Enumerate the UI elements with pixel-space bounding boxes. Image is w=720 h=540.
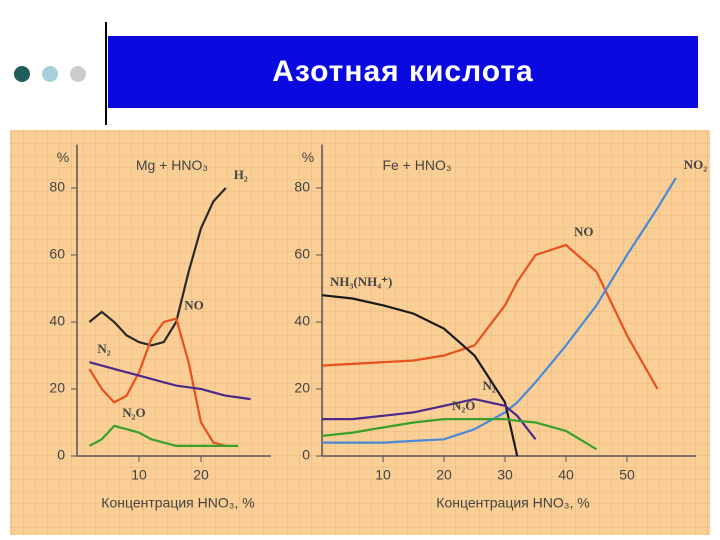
y-axis-label: % bbox=[57, 149, 69, 165]
y-tick-label: 20 bbox=[49, 380, 65, 396]
series-label: N₂O bbox=[122, 405, 145, 420]
dot bbox=[42, 66, 58, 82]
series-line bbox=[321, 418, 598, 451]
y-tick-label: 0 bbox=[57, 447, 65, 463]
y-tick-label: 60 bbox=[49, 246, 65, 262]
series-label: NO bbox=[184, 298, 204, 313]
x-tick-label: 30 bbox=[497, 467, 513, 483]
y-tick-label: 40 bbox=[294, 313, 310, 329]
y-tick-label: 40 bbox=[49, 313, 65, 329]
series-line bbox=[322, 397, 537, 440]
x-tick-label: 50 bbox=[619, 467, 635, 483]
series-label: N₂ bbox=[483, 378, 496, 393]
y-tick-label: 80 bbox=[294, 179, 310, 195]
series-label: N₂ bbox=[97, 341, 110, 356]
series-line bbox=[321, 243, 659, 390]
chart-title: Mg + HNO₃ bbox=[136, 157, 208, 173]
y-tick-label: 0 bbox=[302, 447, 310, 463]
series-label: N₂O bbox=[452, 398, 475, 413]
chart-title: Fe + HNO₃ bbox=[382, 157, 451, 173]
x-tick-label: 20 bbox=[193, 467, 209, 483]
dot bbox=[14, 66, 30, 82]
x-axis-label: Концентрация HNO₃, % bbox=[436, 495, 589, 511]
series-label: NO₂ bbox=[684, 157, 708, 172]
series-label: H₂ bbox=[234, 167, 248, 182]
series-line bbox=[322, 177, 677, 444]
y-tick-label: 60 bbox=[294, 246, 310, 262]
graph-paper bbox=[10, 130, 710, 535]
series-line bbox=[89, 361, 251, 401]
series-label: NH₃(NH₄⁺) bbox=[330, 274, 392, 289]
x-tick-label: 10 bbox=[131, 467, 147, 483]
series-line bbox=[88, 424, 239, 447]
y-axis-label: % bbox=[302, 149, 314, 165]
x-tick-label: 20 bbox=[436, 467, 452, 483]
slide-title: Азотная кислота bbox=[108, 36, 698, 108]
x-tick-label: 40 bbox=[558, 467, 574, 483]
series-label: NO bbox=[574, 224, 594, 239]
x-tick-label: 10 bbox=[375, 467, 391, 483]
y-tick-label: 80 bbox=[49, 179, 65, 195]
x-axis-label: Концентрация HNO₃, % bbox=[101, 495, 254, 511]
series-line bbox=[321, 294, 519, 457]
series-line bbox=[88, 317, 227, 447]
y-tick-label: 20 bbox=[294, 380, 310, 396]
dot bbox=[70, 66, 86, 82]
series-line bbox=[88, 187, 227, 347]
